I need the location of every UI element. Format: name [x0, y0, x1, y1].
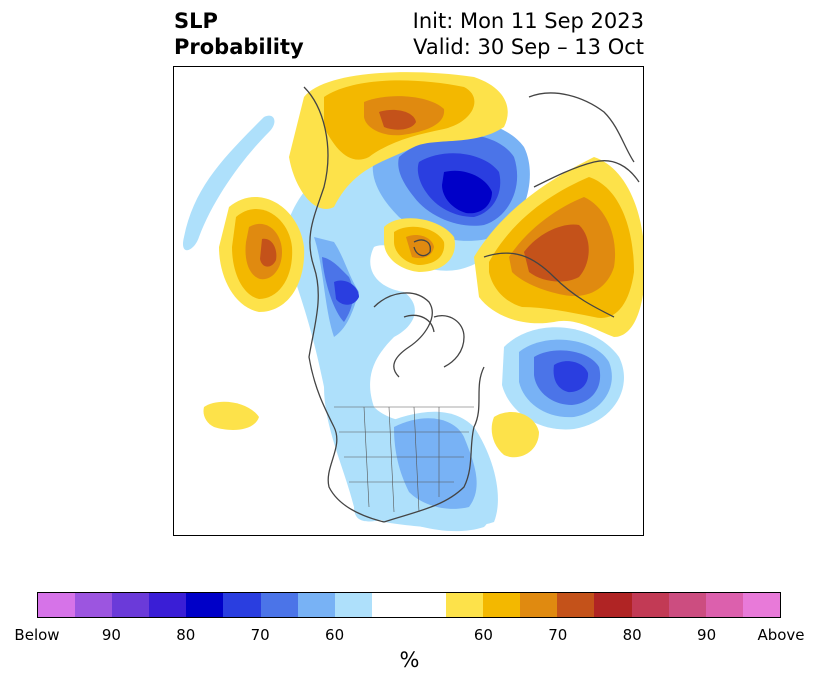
colorbar-tick-label: 90	[697, 626, 717, 644]
below-low-center-canada	[334, 280, 359, 305]
colorbar-tick-label: Above	[757, 626, 805, 644]
eurasia-high-center	[524, 224, 589, 282]
arctic-low-deep	[442, 170, 492, 214]
valid-range: Valid: 30 Sep – 13 Oct	[413, 35, 644, 59]
colorbar-segment	[149, 593, 187, 617]
colorbar-tick-label: 70	[250, 626, 270, 644]
colorbar-tick-label: 60	[473, 626, 493, 644]
pacific-high-center	[260, 238, 277, 267]
title-subtitle: Probability	[174, 35, 304, 59]
colorbar-segment	[594, 593, 632, 617]
init-date: Init: Mon 11 Sep 2023	[412, 9, 644, 33]
colorbar-tick-label: 80	[176, 626, 196, 644]
probability-map	[173, 66, 644, 536]
colorbar-segment	[520, 593, 558, 617]
colorbar-segment	[446, 593, 484, 617]
colorbar-tick-label: 80	[622, 626, 642, 644]
below-region-west-arc	[182, 115, 275, 251]
colorbar-segment	[260, 593, 298, 617]
atlantic-low-core	[553, 361, 589, 393]
colorbar-segment	[631, 593, 669, 617]
coastlines	[303, 86, 640, 523]
colorbar-segment	[557, 593, 595, 617]
colorbar-segment	[223, 593, 261, 617]
title-right: Init: Mon 11 Sep 2023 Valid: 30 Sep – 13…	[413, 8, 644, 60]
state-borders	[334, 406, 474, 513]
colorbar-tick-label: 60	[325, 626, 345, 644]
colorbar-segment	[297, 593, 335, 617]
colorbar-segment	[38, 593, 76, 617]
colorbar-segment	[75, 593, 113, 617]
colorbar-tick-label: 70	[548, 626, 568, 644]
title-variable: SLP	[174, 9, 218, 33]
colorbar-segment	[705, 593, 743, 617]
pacific-high-small	[203, 401, 259, 430]
colorbar-segment	[186, 593, 224, 617]
colorbar-segment	[334, 593, 372, 617]
hudson-high-core	[406, 235, 434, 259]
colorbar-segment	[742, 593, 780, 617]
colorbar-segment	[371, 593, 409, 617]
colorbar-segment	[112, 593, 150, 617]
alaska-high-center	[379, 109, 416, 130]
colorbar	[37, 592, 781, 618]
title-left: SLP Probability	[174, 8, 304, 60]
us-blue-mid	[394, 418, 477, 509]
colorbar-tick-label: 90	[101, 626, 121, 644]
colorbar-segment	[668, 593, 706, 617]
colorbar-segment	[408, 593, 447, 617]
colorbar-unit: %	[399, 648, 420, 672]
colorbar-tick-label: Below	[14, 626, 60, 644]
colorbar-ticks: Below 90 80 70 60 60 70 80 90 Above	[0, 626, 819, 646]
colorbar-segment	[483, 593, 521, 617]
map-svg	[182, 72, 643, 532]
atlantic-high-small	[491, 412, 539, 458]
